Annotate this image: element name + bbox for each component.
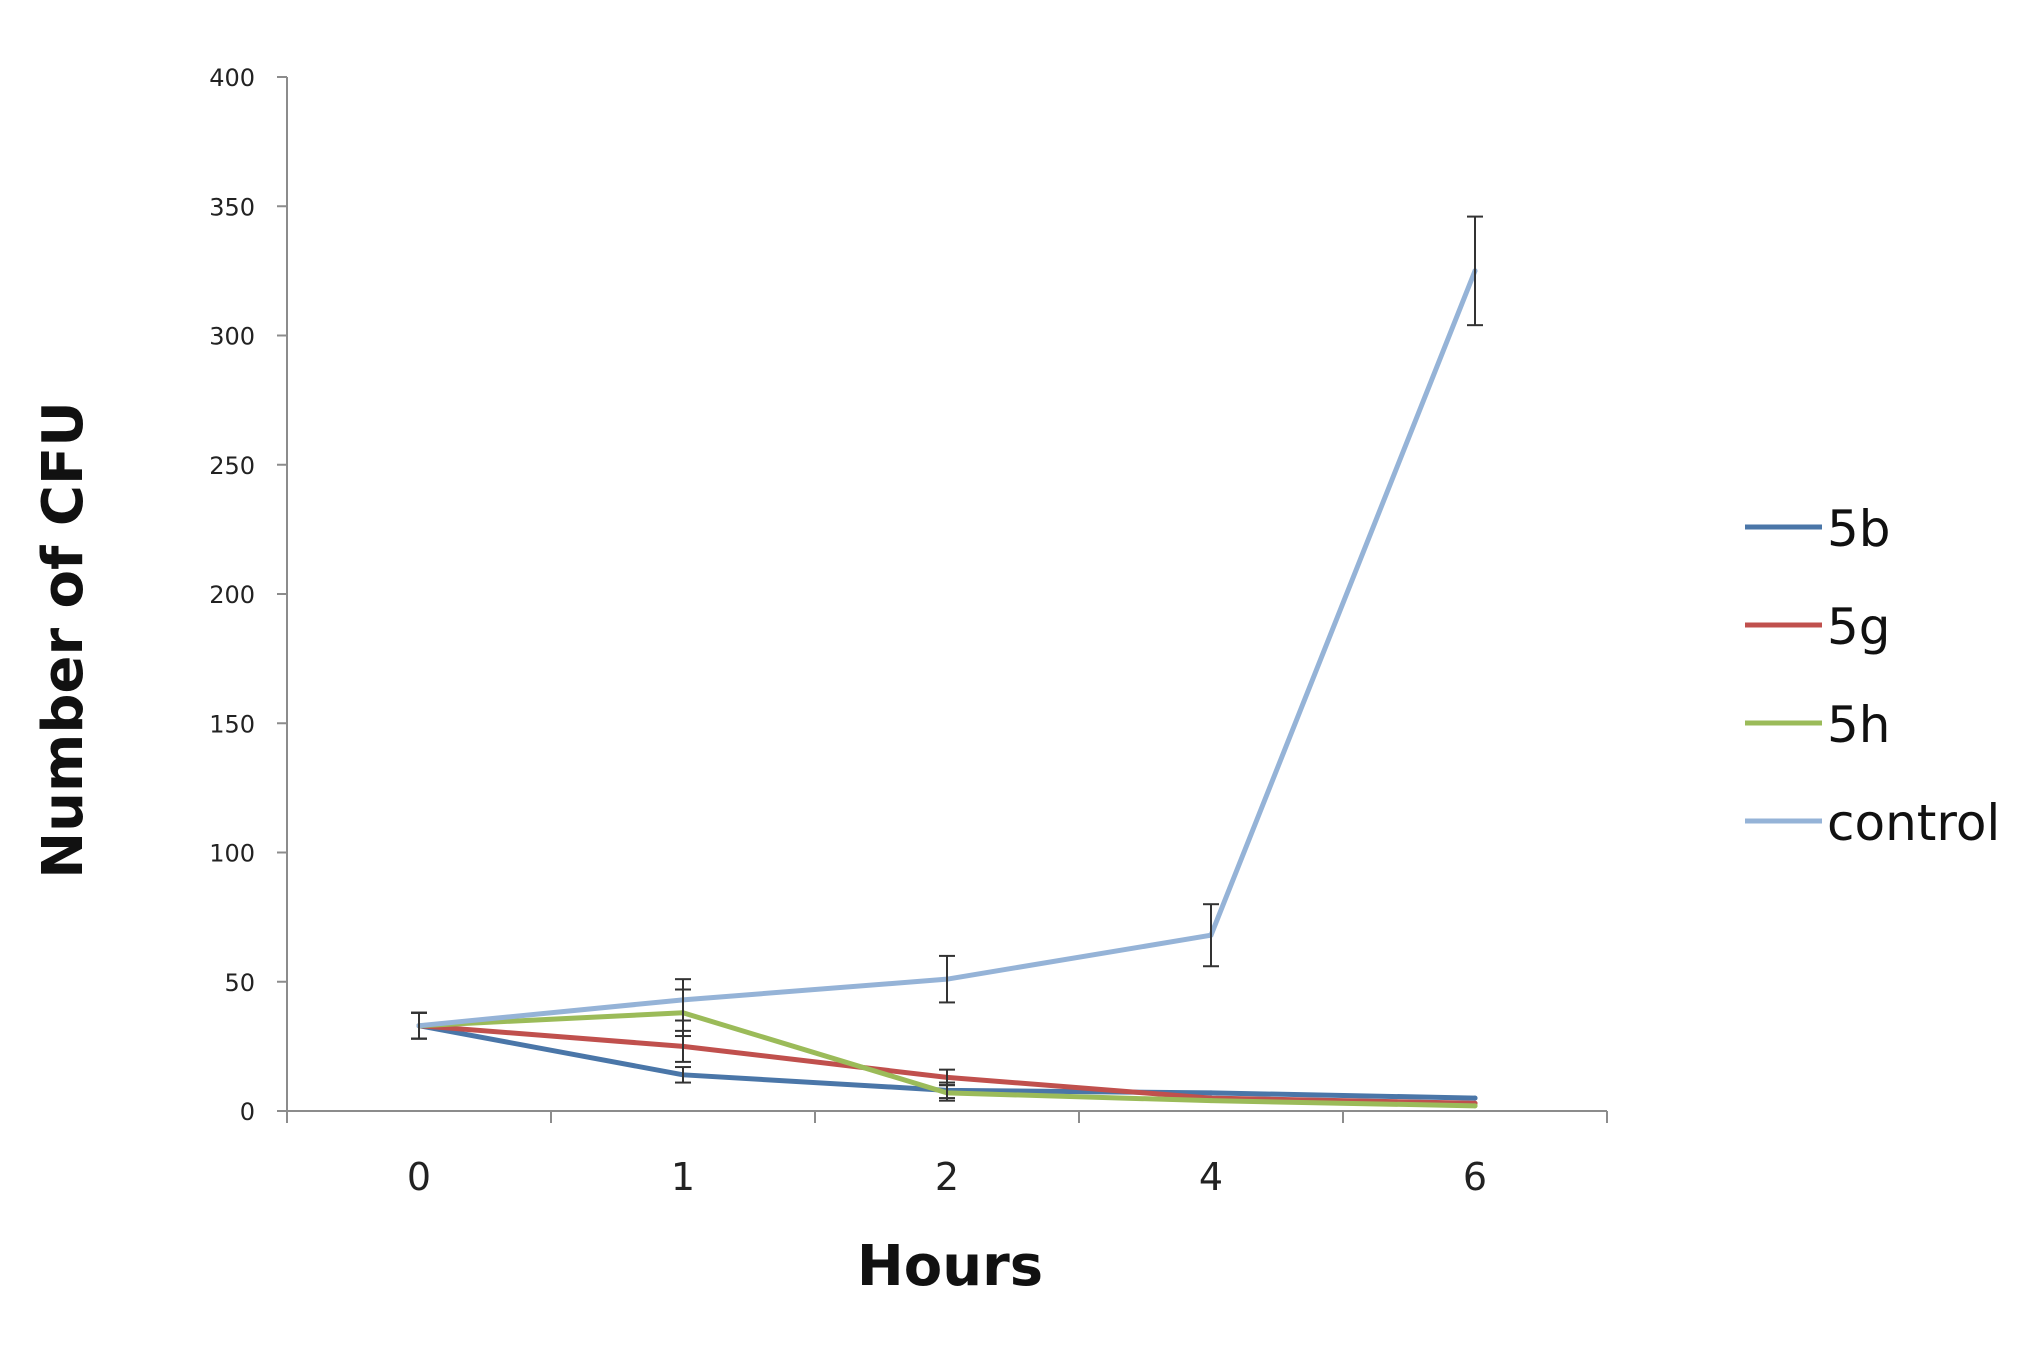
legend-label: 5g — [1827, 598, 1891, 656]
y-tick-label: 150 — [209, 710, 255, 738]
y-tick-label: 250 — [209, 452, 255, 480]
series-control — [416, 268, 1478, 1029]
data-point — [1472, 1095, 1478, 1101]
y-tick-label: 100 — [209, 840, 255, 868]
legend-item-5g: 5g — [1745, 598, 1891, 656]
legend-label: 5b — [1827, 500, 1891, 558]
y-tick-label: 300 — [209, 323, 255, 351]
x-tick-label: 2 — [935, 1155, 959, 1199]
series-line — [416, 268, 1478, 1029]
y-tick-label: 400 — [209, 64, 255, 92]
legend: 5b 5g 5h control — [1745, 500, 2000, 852]
legend-label: 5h — [1827, 696, 1891, 754]
y-tick-label: 50 — [224, 969, 255, 997]
axes: 0 50 100 150 200 250 300 350 400 0 1 2 4 6 — [209, 64, 1608, 1199]
x-axis-title: Hours — [857, 1234, 1043, 1299]
x-tick-label: 0 — [407, 1155, 431, 1199]
error-bars-control — [411, 215, 1483, 1040]
series-layer — [411, 215, 1483, 1109]
legend-item-5h: 5h — [1745, 696, 1891, 754]
y-tick-label: 200 — [209, 581, 255, 609]
legend-item-5b: 5b — [1745, 500, 1891, 558]
y-axis-title: Number of CFU — [31, 401, 96, 878]
data-point — [1208, 1090, 1214, 1096]
x-tick-label: 6 — [1463, 1155, 1487, 1199]
y-tick-label: 350 — [209, 193, 255, 221]
data-point — [1208, 1098, 1214, 1104]
data-point — [1472, 1103, 1478, 1109]
legend-label: control — [1827, 794, 2000, 852]
legend-item-control: control — [1745, 794, 2000, 852]
x-tick-label: 4 — [1199, 1155, 1223, 1199]
y-tick-label: 0 — [240, 1098, 255, 1126]
x-tick-label: 1 — [671, 1155, 695, 1199]
